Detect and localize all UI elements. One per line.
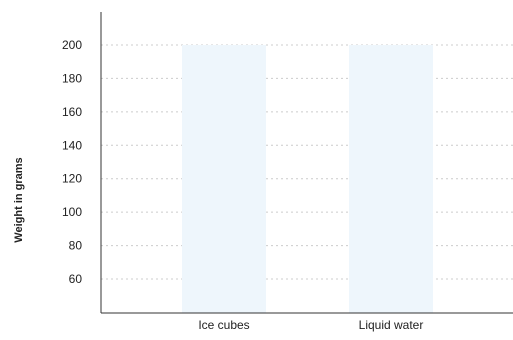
x-tick-label: Liquid water xyxy=(359,318,424,332)
y-axis-label: Weight in grams xyxy=(13,157,25,242)
y-tick-label: 60 xyxy=(69,272,83,286)
y-tick-label: 140 xyxy=(62,138,82,152)
y-tick-label: 200 xyxy=(62,38,82,52)
y-tick-label: 100 xyxy=(62,205,82,219)
y-tick-label: 180 xyxy=(62,71,82,85)
y-tick-label: 160 xyxy=(62,105,82,119)
y-tick-label: 80 xyxy=(69,239,83,253)
y-tick-labels: 60 80 100 120 140 160 180 200 xyxy=(62,38,82,286)
axes xyxy=(100,12,513,314)
x-tick-labels: Ice cubes Liquid water xyxy=(198,318,423,332)
y-tick-label: 120 xyxy=(62,172,82,186)
bars xyxy=(182,45,433,313)
x-tick-label: Ice cubes xyxy=(198,318,249,332)
bar-ice-cubes xyxy=(182,45,266,313)
bar-liquid-water xyxy=(349,45,433,313)
gridlines xyxy=(101,44,513,280)
